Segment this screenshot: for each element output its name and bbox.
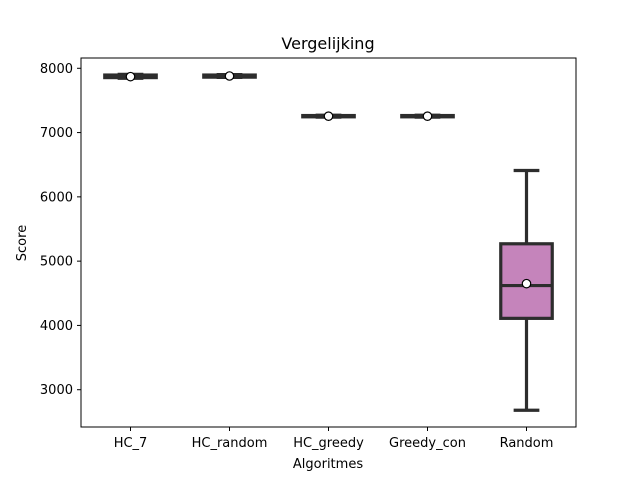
x-tick-label: HC_greedy xyxy=(293,436,364,451)
chart-title: Vergelijking xyxy=(281,34,374,53)
y-axis: 3000 4000 5000 6000 7000 8000 xyxy=(40,62,81,398)
y-axis-label: Score xyxy=(15,225,30,261)
y-tick-label: 4000 xyxy=(40,319,73,334)
x-tick-label: Greedy_con xyxy=(389,436,466,451)
box-random xyxy=(499,168,554,412)
box-hc-random xyxy=(202,71,257,81)
mean-marker xyxy=(224,71,235,81)
y-tick-label: 7000 xyxy=(40,126,73,141)
box-hc-greedy xyxy=(301,111,356,121)
x-tick-label: HC_random xyxy=(192,436,268,451)
y-tick-label: 5000 xyxy=(40,255,73,270)
x-axis: HC_7 HC_random HC_greedy Greedy_con Random xyxy=(114,427,554,451)
box-greedy-con xyxy=(400,111,455,121)
x-tick-label: HC_7 xyxy=(114,436,148,451)
x-tick-label: Random xyxy=(500,436,554,451)
y-tick-label: 6000 xyxy=(40,190,73,205)
box-series xyxy=(103,71,554,412)
mean-marker xyxy=(125,71,136,82)
y-tick-label: 8000 xyxy=(40,62,73,77)
x-axis-label: Algoritmes xyxy=(293,457,363,472)
y-tick-label: 3000 xyxy=(40,383,73,398)
mean-marker xyxy=(422,111,433,121)
mean-marker xyxy=(521,278,532,289)
mean-marker xyxy=(323,111,334,121)
box-hc-7 xyxy=(103,71,158,82)
